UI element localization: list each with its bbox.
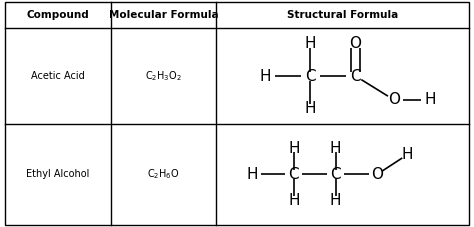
Text: H: H [288, 193, 300, 208]
Text: C: C [305, 69, 316, 84]
Text: O: O [349, 36, 362, 51]
Text: O: O [371, 167, 383, 182]
Text: H: H [260, 69, 271, 84]
Text: C$_2$H$_3$O$_2$: C$_2$H$_3$O$_2$ [145, 69, 182, 83]
Text: O: O [388, 92, 400, 107]
Text: Ethyl Alcohol: Ethyl Alcohol [27, 169, 90, 179]
Text: H: H [330, 193, 341, 208]
Text: H: H [305, 101, 316, 116]
Text: Molecular Formula: Molecular Formula [109, 10, 219, 20]
Text: H: H [401, 147, 413, 162]
Text: C: C [330, 167, 341, 182]
Text: Compound: Compound [27, 10, 90, 20]
Text: H: H [246, 167, 258, 182]
Text: Acetic Acid: Acetic Acid [31, 71, 85, 81]
Text: C$_2$H$_6$O: C$_2$H$_6$O [147, 167, 180, 181]
Text: H: H [330, 141, 341, 156]
Text: Structural Formula: Structural Formula [287, 10, 398, 20]
Text: H: H [425, 92, 437, 107]
Text: H: H [305, 36, 316, 51]
Text: C: C [350, 69, 361, 84]
Text: C: C [289, 167, 299, 182]
Text: H: H [288, 141, 300, 156]
